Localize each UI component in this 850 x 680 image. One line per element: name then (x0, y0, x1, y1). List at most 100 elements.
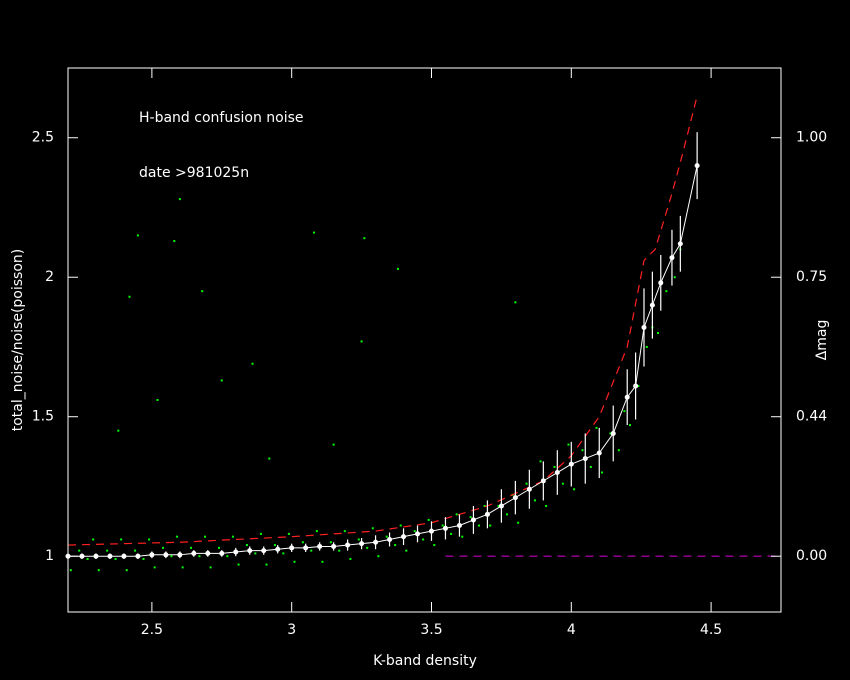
data-point (377, 555, 380, 558)
data-point (601, 471, 604, 474)
mean-point (177, 552, 183, 558)
mean-point (428, 528, 434, 534)
data-point (293, 560, 296, 563)
data-point (321, 560, 324, 563)
y2-tick-label: 0.75 (796, 269, 827, 285)
data-point (539, 460, 542, 463)
mean-point (261, 548, 267, 554)
data-point (489, 524, 492, 527)
data-point (533, 499, 536, 502)
data-point (343, 530, 346, 533)
data-point (310, 549, 313, 552)
mean-point (624, 394, 630, 400)
data-point (338, 549, 341, 552)
mean-point (498, 503, 504, 509)
x-tick-label: 3 (287, 622, 296, 638)
data-point (366, 546, 369, 549)
data-point (220, 379, 223, 382)
data-point (617, 449, 620, 452)
y-tick-label: 1 (45, 548, 54, 564)
data-point (332, 443, 335, 446)
data-point (265, 563, 268, 566)
data-point (120, 538, 123, 541)
mean-point (512, 495, 518, 501)
data-point (595, 426, 598, 429)
data-point (117, 429, 120, 432)
data-point (450, 532, 453, 535)
chart-title: H-band confusion noise (139, 110, 304, 126)
y2-axis-label: Δmag (814, 320, 830, 361)
mean-point (275, 546, 281, 552)
data-point (581, 449, 584, 452)
mean-point (633, 383, 639, 389)
mean-point (526, 486, 532, 492)
data-point (665, 290, 668, 293)
data-point (469, 516, 472, 519)
mean-point (694, 163, 700, 169)
data-point (461, 535, 464, 538)
data-point (514, 301, 517, 304)
data-point (609, 432, 612, 435)
mean-point (163, 552, 169, 558)
data-point (315, 530, 318, 533)
data-point (170, 555, 173, 558)
y2-tick-label: 0.44 (796, 409, 827, 425)
mean-point (582, 456, 588, 462)
data-point (455, 513, 458, 516)
mean-point (233, 549, 239, 555)
data-point (483, 504, 486, 507)
data-point (287, 532, 290, 535)
mean-point (442, 525, 448, 531)
data-point (134, 549, 137, 552)
mean-point (387, 536, 393, 542)
data-point (629, 424, 632, 427)
mean-point (331, 543, 337, 549)
data-point (190, 546, 193, 549)
data-point (441, 524, 444, 527)
mean-point (121, 553, 127, 559)
data-point (217, 546, 220, 549)
data-point (254, 552, 257, 555)
plot-frame (67, 67, 782, 613)
mean-point (205, 550, 211, 556)
data-point (273, 544, 276, 547)
y2-tick-label: 1.00 (796, 130, 827, 146)
data-point (589, 465, 592, 468)
y-tick-label: 1.5 (32, 409, 54, 425)
data-point (422, 538, 425, 541)
data-point (209, 566, 212, 569)
mean-point (79, 553, 85, 559)
data-point (637, 385, 640, 388)
mean-point (554, 470, 560, 476)
data-point (106, 549, 109, 552)
mean-point (641, 324, 647, 330)
data-point (136, 234, 139, 237)
mean-point (219, 550, 225, 556)
data-point (553, 465, 556, 468)
mean-point (610, 430, 616, 436)
data-point (313, 231, 316, 234)
data-point (231, 535, 234, 538)
mean-point (677, 241, 683, 247)
data-point (198, 555, 201, 558)
data-point (268, 457, 271, 460)
data-point (371, 527, 374, 530)
mean-point (289, 545, 295, 551)
mean-point (247, 548, 253, 554)
data-point (181, 566, 184, 569)
data-point (396, 267, 399, 270)
mean-point (596, 450, 602, 456)
data-point (153, 566, 156, 569)
y-axis-label: total_noise/noise(poisson) (10, 249, 26, 432)
mean-point (649, 302, 655, 308)
data-point (226, 555, 229, 558)
data-point (178, 198, 181, 201)
data-point (623, 410, 626, 413)
chart-subtitle: date >981025n (139, 165, 249, 181)
data-point (433, 544, 436, 547)
y2-tick-label: 0.00 (796, 548, 827, 564)
data-point (673, 276, 676, 279)
